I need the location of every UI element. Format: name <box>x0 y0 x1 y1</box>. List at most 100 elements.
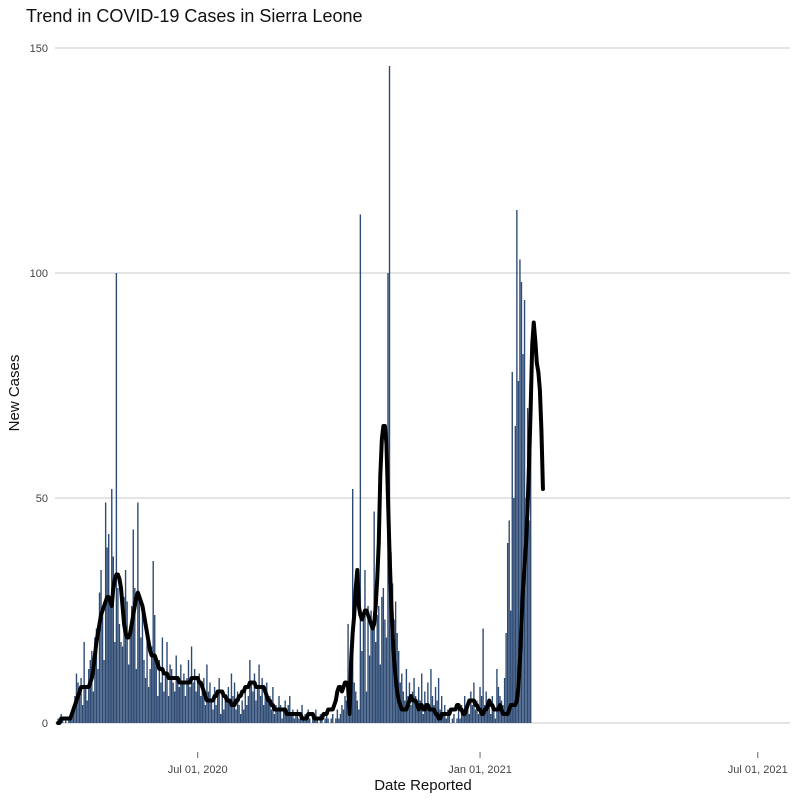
bar <box>336 709 339 723</box>
bar <box>218 678 220 723</box>
bar <box>295 714 297 723</box>
bar <box>511 372 513 723</box>
bar <box>98 592 101 723</box>
bar <box>273 714 276 723</box>
bar <box>89 660 91 723</box>
bar <box>104 502 107 723</box>
bar <box>189 687 191 723</box>
bar <box>120 642 122 723</box>
bars-group <box>57 66 532 723</box>
bar <box>187 660 190 723</box>
bar <box>108 534 110 723</box>
bar <box>221 691 223 723</box>
bar <box>112 556 114 723</box>
bar <box>114 642 116 723</box>
bar <box>158 660 161 723</box>
bar <box>85 687 87 723</box>
bar <box>227 687 230 723</box>
bar <box>155 655 157 723</box>
bar <box>262 705 265 723</box>
bar <box>436 700 438 723</box>
bar <box>186 678 188 723</box>
bar <box>244 687 246 723</box>
bar <box>204 705 207 723</box>
bar <box>201 687 203 723</box>
trend-line-group <box>56 320 545 725</box>
bar <box>378 606 380 723</box>
bar <box>529 439 532 723</box>
bar <box>259 696 262 723</box>
bar <box>290 714 292 723</box>
bar <box>375 642 377 723</box>
bar <box>427 682 429 723</box>
bar <box>457 709 460 723</box>
bar <box>414 696 417 723</box>
bar <box>261 678 263 723</box>
bar <box>220 714 222 723</box>
bar <box>335 718 337 723</box>
bar <box>252 691 254 723</box>
bar <box>174 691 176 723</box>
bar <box>355 691 357 723</box>
bar <box>247 696 250 723</box>
bar <box>178 687 180 723</box>
bar <box>81 705 84 723</box>
bar <box>296 709 299 723</box>
bar <box>115 273 118 723</box>
bar <box>163 691 165 723</box>
bar <box>474 709 477 723</box>
bar <box>94 637 96 723</box>
bar <box>422 714 424 723</box>
bar <box>430 669 432 723</box>
bar <box>362 619 365 723</box>
bar <box>68 718 70 723</box>
y-tick-label: 100 <box>30 268 48 280</box>
bar <box>141 610 144 723</box>
bar <box>398 651 400 723</box>
bar <box>440 696 443 723</box>
bar <box>127 664 130 723</box>
bar <box>385 637 388 723</box>
bar <box>459 718 461 723</box>
bar <box>152 561 154 723</box>
bar <box>239 714 242 723</box>
bar <box>503 678 506 723</box>
bar <box>183 673 185 723</box>
bar <box>118 624 121 723</box>
bar <box>470 691 472 723</box>
bar <box>253 673 256 723</box>
bar <box>411 691 414 723</box>
bar <box>442 714 444 723</box>
bar <box>467 700 469 723</box>
bar <box>131 606 133 723</box>
bar <box>282 709 285 723</box>
bar <box>65 718 67 723</box>
bar <box>315 709 317 723</box>
bar <box>370 610 372 723</box>
bar <box>292 709 294 723</box>
bar <box>72 709 75 723</box>
y-tick-label: 0 <box>42 718 48 730</box>
bar <box>487 709 489 723</box>
bar <box>249 660 251 723</box>
bar <box>358 709 360 723</box>
bar <box>404 700 406 723</box>
bar <box>514 426 517 723</box>
bar <box>525 498 527 723</box>
bar <box>488 700 490 723</box>
bar <box>91 651 93 723</box>
bar <box>100 570 102 723</box>
bar <box>302 718 305 723</box>
bar <box>425 705 428 723</box>
bar <box>359 214 362 723</box>
bar <box>207 691 210 723</box>
bar <box>92 691 95 723</box>
bar <box>522 354 524 723</box>
gridlines <box>55 47 790 724</box>
bar <box>166 642 168 723</box>
bar <box>364 570 366 723</box>
bar <box>172 682 174 723</box>
bar <box>190 646 193 723</box>
bar <box>223 709 225 723</box>
